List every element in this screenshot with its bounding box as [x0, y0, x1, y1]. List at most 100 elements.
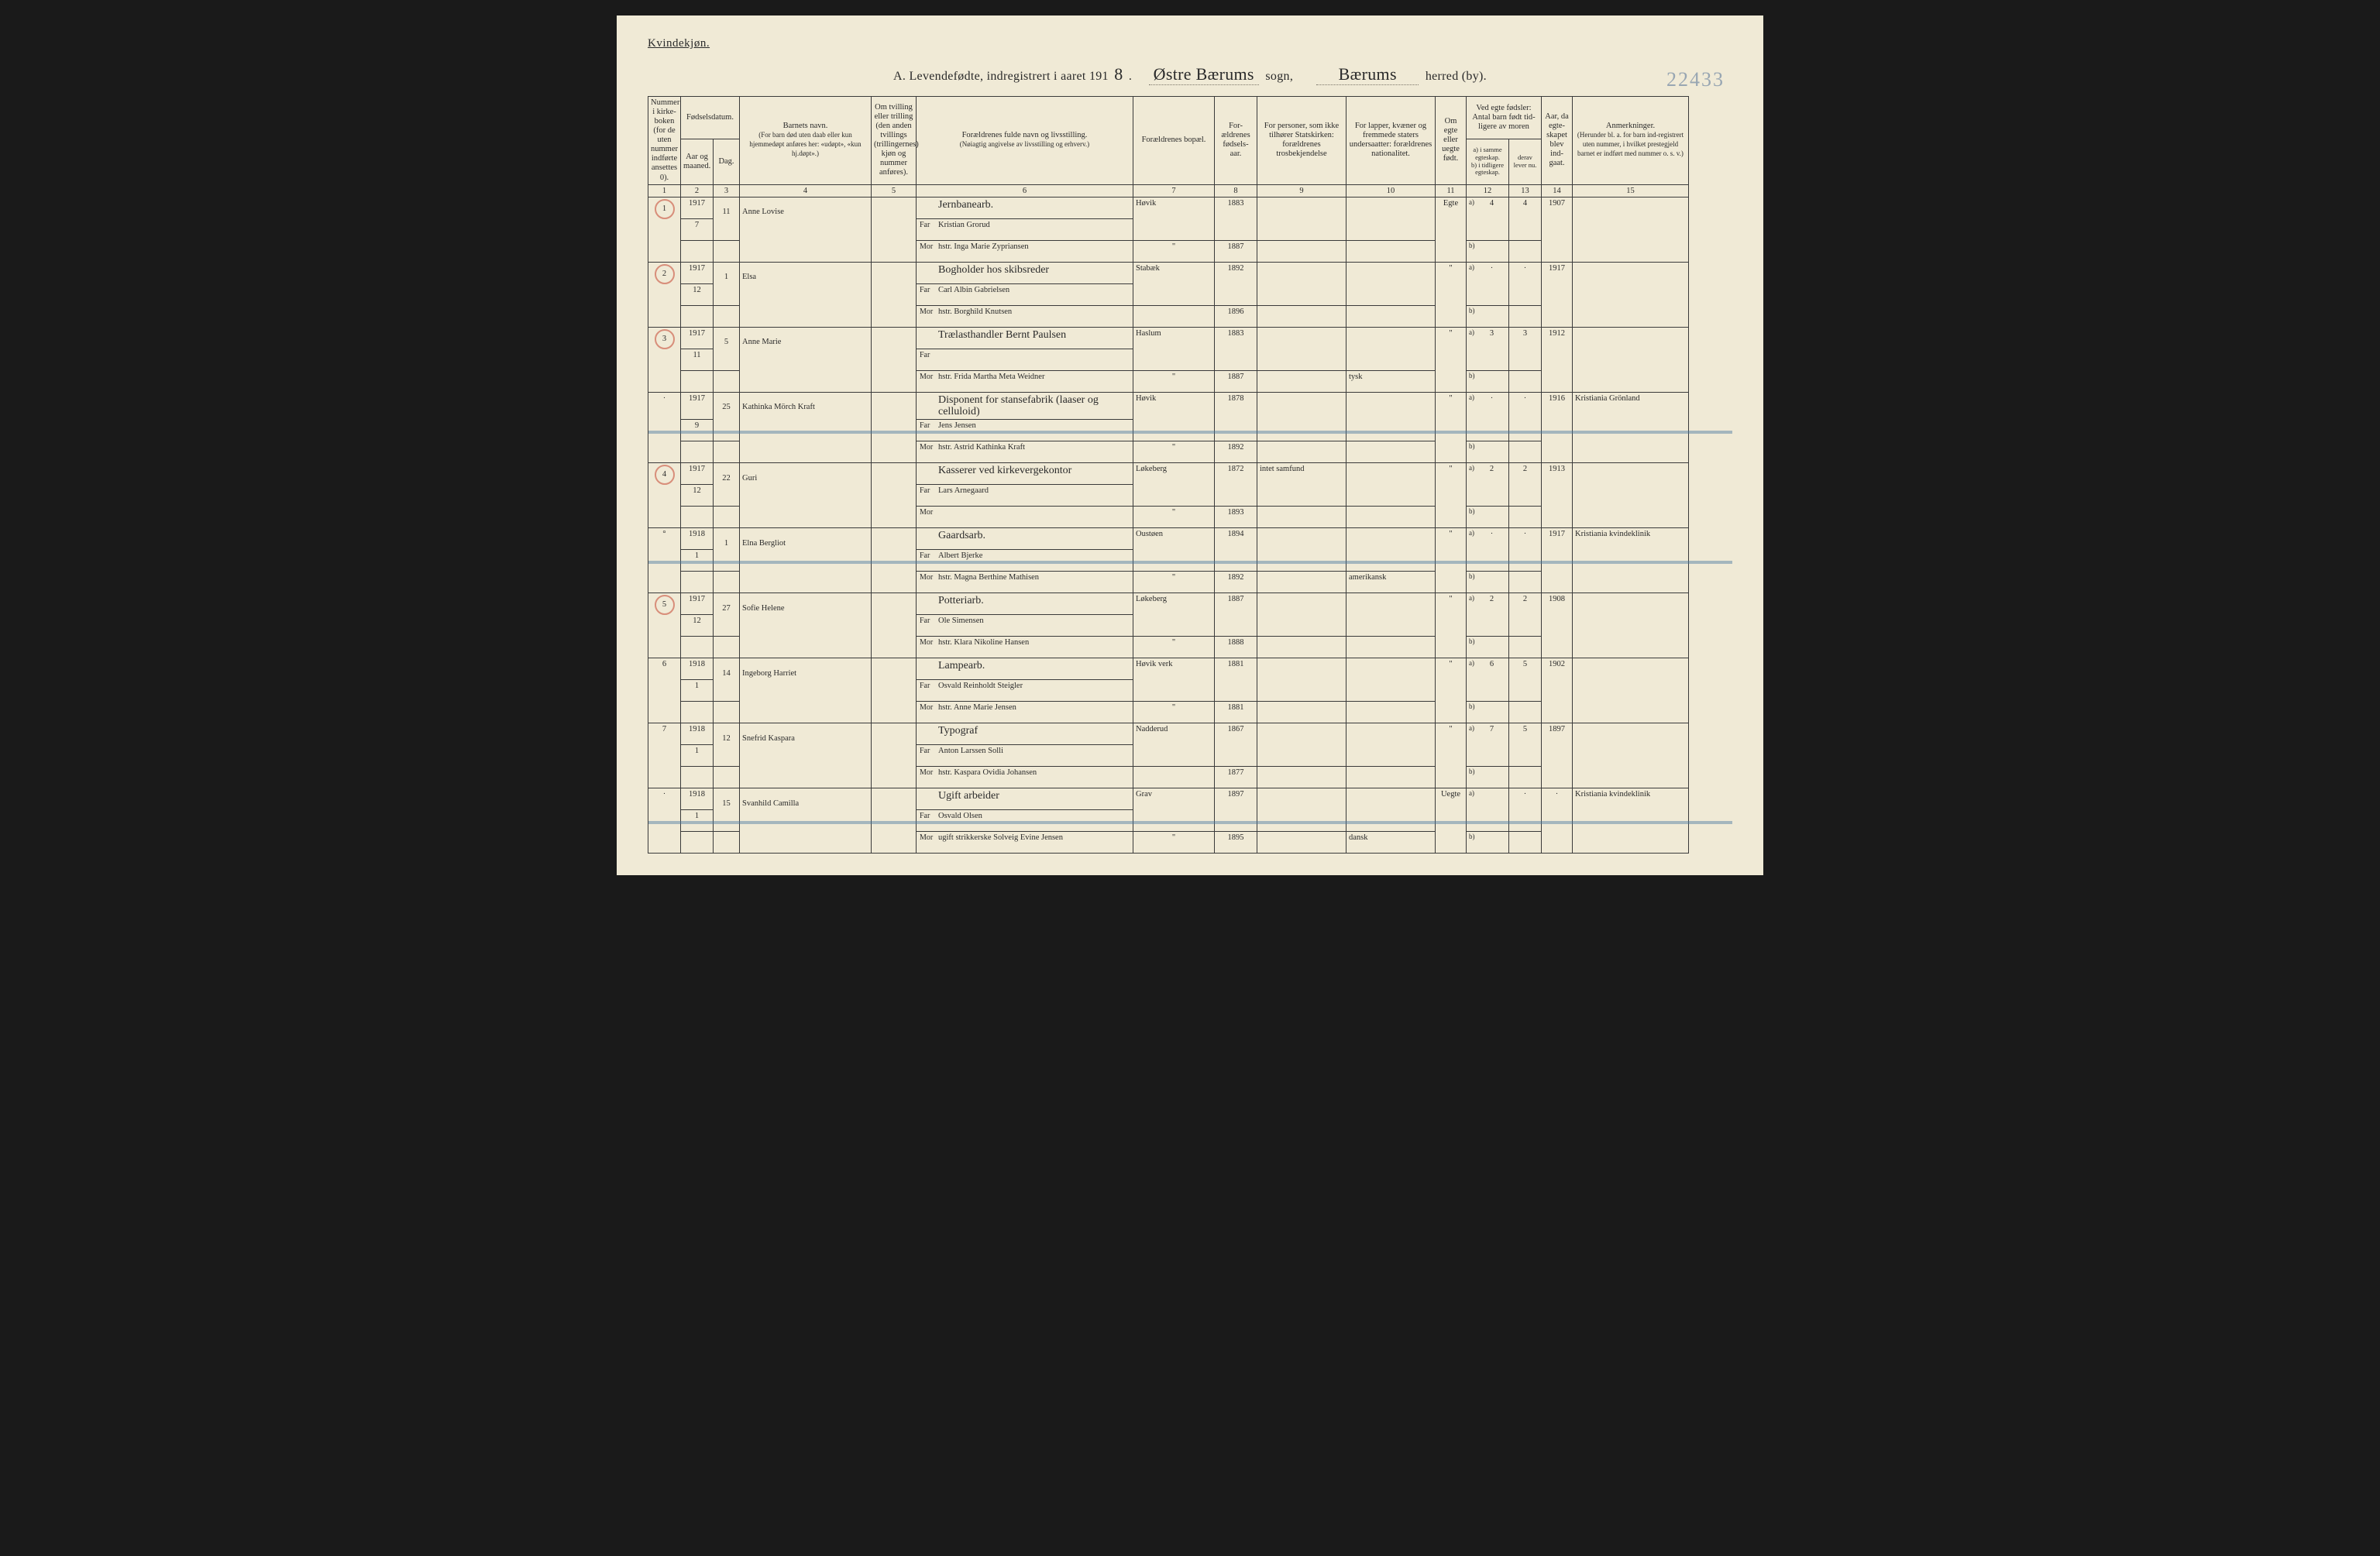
bopel-far-cell: Haslum — [1133, 327, 1215, 370]
c10-mor-cell — [1346, 305, 1436, 327]
blank-cell — [714, 637, 740, 658]
entry-number: 1 — [655, 199, 675, 219]
entry-number: · — [663, 394, 666, 403]
far-cell: Far — [917, 349, 1133, 370]
table-row: 319175Anne MarieTrælasthandler Bernt Pau… — [648, 327, 1732, 349]
col-2-group-header: Fødselsdatum. — [681, 97, 740, 139]
anm-cell: Kristiania Grönland — [1573, 392, 1689, 463]
b-cell: b) — [1467, 305, 1509, 327]
far-occ-cell: Potteriarb. — [917, 593, 1133, 615]
a-cell: a)4 — [1467, 197, 1509, 240]
lever-b-cell — [1509, 441, 1542, 463]
c9-far-cell — [1257, 658, 1346, 702]
c10-far-cell — [1346, 262, 1436, 305]
a-cell: a)3 — [1467, 327, 1509, 370]
blank-cell — [714, 572, 740, 593]
c9-mor-cell — [1257, 637, 1346, 658]
table-row: °19181Elna BergliotGaardsarb.Oustøen1894… — [648, 528, 1732, 550]
blank-cell — [714, 305, 740, 327]
col-14-header: Aar, da egte-skapet blev ind-gaat. — [1542, 97, 1573, 185]
a-cell: a)· — [1467, 392, 1509, 441]
lever-cell: · — [1509, 788, 1542, 832]
faar-mor-cell: 1893 — [1215, 507, 1257, 528]
far-occ-cell: Gaardsarb. — [917, 528, 1133, 550]
blank-cell — [714, 767, 740, 788]
anm-cell — [1573, 327, 1689, 392]
child-name-cell: Ingeborg Harriet — [740, 658, 872, 723]
day-cell: 11 — [714, 197, 740, 240]
c10-far-cell — [1346, 658, 1436, 702]
a-cell: a)· — [1467, 528, 1509, 572]
table-header: Nummer i kirke-boken (for de uten nummer… — [648, 97, 1732, 198]
child-name-cell: Kathinka Mörch Kraft — [740, 392, 872, 463]
b-cell: b) — [1467, 370, 1509, 392]
lever-b-cell — [1509, 507, 1542, 528]
day-cell: 1 — [714, 528, 740, 572]
year-suffix: 8 — [1109, 64, 1129, 84]
faar-far-cell: 1881 — [1215, 658, 1257, 702]
c9-far-cell — [1257, 392, 1346, 441]
entry-number: 5 — [655, 595, 675, 615]
blank-cell — [681, 507, 714, 528]
lever-cell: 2 — [1509, 463, 1542, 507]
col-13-header: derav lever nu. — [1509, 139, 1542, 184]
egteaar-cell: 1897 — [1542, 723, 1573, 788]
c9-mor-cell — [1257, 240, 1346, 262]
far-occ-cell: Typograf — [917, 723, 1133, 745]
entry-number: ° — [662, 530, 666, 538]
table-body: 1191711Anne LoviseJernbanearb.Høvik1883E… — [648, 197, 1732, 854]
faar-far-cell: 1892 — [1215, 262, 1257, 305]
year-cell: 1917 — [681, 463, 714, 485]
egte-cell: " — [1436, 262, 1467, 327]
far-occ-cell: Jernbanearb. — [917, 197, 1133, 218]
b-cell: b) — [1467, 240, 1509, 262]
c10-far-cell — [1346, 197, 1436, 240]
register-table: Nummer i kirke-boken (for de uten nummer… — [648, 96, 1732, 854]
c10-far-cell — [1346, 463, 1436, 507]
bopel-far-cell: Stabæk — [1133, 262, 1215, 305]
lever-cell: · — [1509, 262, 1542, 305]
day-cell: 25 — [714, 392, 740, 441]
title-period: . — [1129, 70, 1132, 83]
blank-cell — [681, 441, 714, 463]
child-name-cell: Snefrid Kaspara — [740, 723, 872, 788]
c9-mor-cell — [1257, 832, 1346, 854]
bopel-mor-cell: " — [1133, 832, 1215, 854]
blank-cell — [681, 767, 714, 788]
col-1-header: Nummer i kirke-boken (for de uten nummer… — [648, 97, 681, 185]
c10-far-cell — [1346, 528, 1436, 572]
child-name-cell: Svanhild Camilla — [740, 788, 872, 854]
egteaar-cell: 1912 — [1542, 327, 1573, 392]
mor-cell: Morugift strikkerske Solveig Evine Jense… — [917, 832, 1133, 854]
b-cell: b) — [1467, 441, 1509, 463]
year-cell: 1917 — [681, 392, 714, 420]
egteaar-cell: 1917 — [1542, 262, 1573, 327]
c10-mor-cell — [1346, 507, 1436, 528]
c9-far-cell — [1257, 197, 1346, 240]
mor-cell: Morhstr. Astrid Kathinka Kraft — [917, 441, 1133, 463]
month-cell: 7 — [681, 218, 714, 240]
c9-far-cell — [1257, 327, 1346, 370]
b-cell: b) — [1467, 572, 1509, 593]
c9-far-cell — [1257, 262, 1346, 305]
far-cell: FarOle Simensen — [917, 615, 1133, 637]
col-9-header: For personer, som ikke tilhører Statskir… — [1257, 97, 1346, 185]
col-6-header: Forældrenes fulde navn og livsstilling. … — [917, 97, 1133, 185]
lever-b-cell — [1509, 370, 1542, 392]
twin-cell — [872, 528, 917, 593]
blank-cell — [714, 370, 740, 392]
child-name-cell: Elna Bergliot — [740, 528, 872, 593]
faar-far-cell: 1872 — [1215, 463, 1257, 507]
month-cell: 9 — [681, 420, 714, 441]
far-cell: FarKristian Grorud — [917, 218, 1133, 240]
twin-cell — [872, 658, 917, 723]
a-cell: a)7 — [1467, 723, 1509, 767]
egte-cell: " — [1436, 658, 1467, 723]
num-cell: 4 — [648, 463, 681, 528]
col-4-header: Barnets navn. (For barn død uten daab el… — [740, 97, 872, 185]
col-11-header: Om egte eller uegte født. — [1436, 97, 1467, 185]
lever-b-cell — [1509, 637, 1542, 658]
twin-cell — [872, 197, 917, 262]
egteaar-cell: 1902 — [1542, 658, 1573, 723]
mor-cell: Mor — [917, 507, 1133, 528]
